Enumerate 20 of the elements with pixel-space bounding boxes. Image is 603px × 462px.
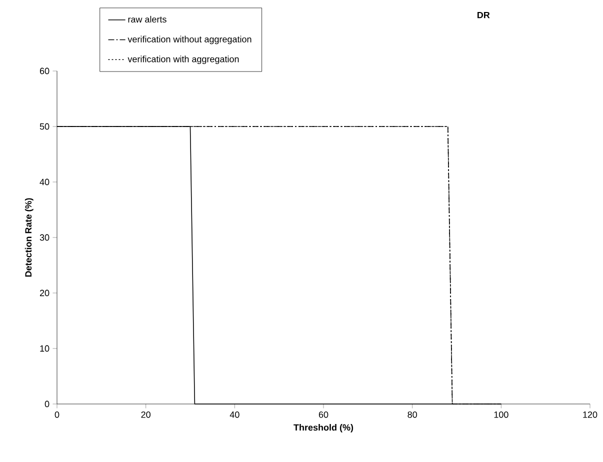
y-tick-label: 0	[44, 400, 50, 408]
x-tick-label: 100	[494, 411, 508, 418]
legend-label: raw alerts	[128, 16, 166, 23]
y-axis-title: Detection Rate (%)	[24, 198, 34, 277]
x-tick-label: 60	[318, 411, 328, 418]
y-tick-label: 60	[40, 68, 50, 74]
legend-label: verification with aggregation	[128, 56, 239, 64]
x-tick-label: 0	[54, 411, 60, 418]
y-tick-label: 10	[40, 345, 50, 352]
x-tick-label: 40	[230, 411, 240, 418]
y-tick-label: 30	[40, 234, 50, 241]
x-tick-label: 20	[141, 411, 150, 418]
y-tick-label: 50	[40, 123, 50, 130]
y-tick-label: 40	[40, 178, 50, 186]
legend-label: verification without aggregation	[128, 36, 252, 44]
x-tick-label: 120	[583, 411, 598, 418]
x-tick-label: 80	[408, 411, 417, 418]
y-tick-label: 20	[40, 290, 50, 296]
chart-title: DR	[478, 12, 490, 18]
x-axis-title: Threshold (%)	[294, 424, 354, 432]
